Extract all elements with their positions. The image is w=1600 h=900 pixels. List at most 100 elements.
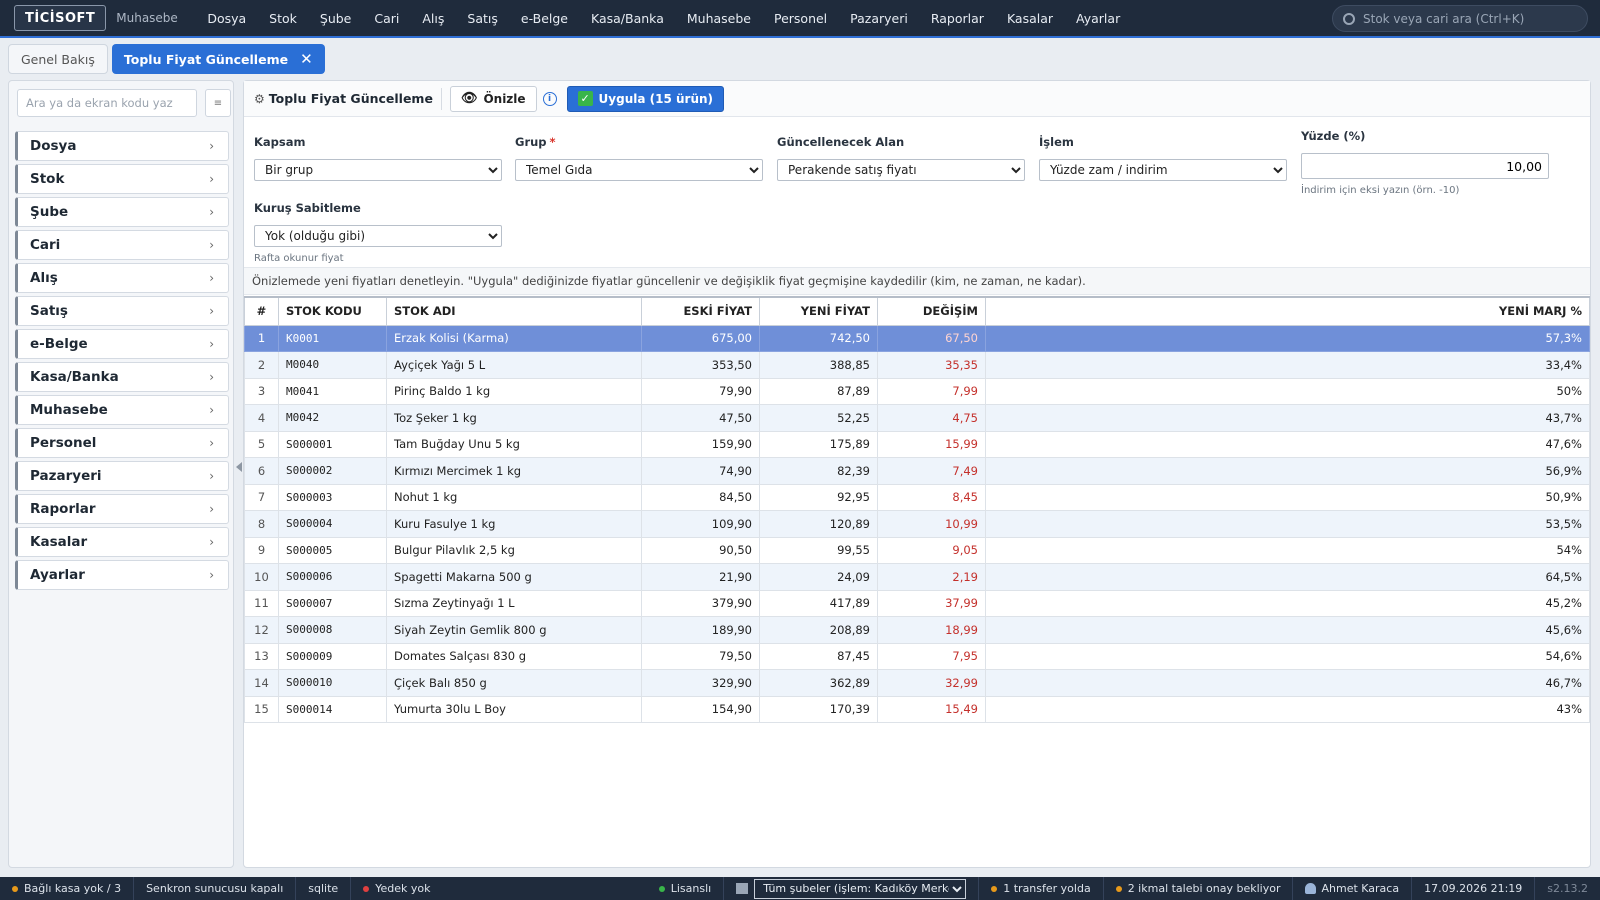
sidebar-search-input[interactable] — [17, 89, 197, 117]
operation-select[interactable]: Yüzde zam / indirim — [1039, 159, 1287, 181]
table-row[interactable]: 8 S000004 Kuru Fasulye 1 kg 109,90 120,89 10,… — [244, 510, 1590, 538]
top-nav-item[interactable]: Raporlar — [930, 10, 984, 26]
transfer-status[interactable]: 1 transfer yolda — [979, 877, 1104, 900]
close-icon[interactable]: ✕ — [300, 50, 313, 68]
user-status[interactable]: Ahmet Karaca — [1293, 877, 1413, 900]
branch-select[interactable]: Tüm şubeler (işlem: Kadıköy Merkez) — [754, 878, 967, 899]
scope-select[interactable]: Bir grup — [254, 159, 502, 181]
target-field-select[interactable]: Perakende satış fiyatı — [777, 159, 1025, 181]
rounding-select[interactable]: Yok (olduğu gibi) — [254, 225, 502, 247]
sidebar-item[interactable]: Alış › — [15, 263, 229, 293]
new-margin-cell: 50% — [985, 377, 1590, 405]
tab-overview[interactable]: Genel Bakış — [8, 44, 108, 74]
sidebar-item[interactable]: Pazaryeri › — [15, 461, 229, 491]
top-nav-item[interactable]: Alış — [422, 10, 445, 26]
table-row[interactable]: 2 M0040 Ayçiçek Yağı 5 L 353,50 388,85 35,35 3… — [244, 351, 1590, 379]
sidebar-menu: Dosya › Stok › Şube › Cari › Alış › Satış › e-Belge ›… — [15, 131, 229, 593]
table-row[interactable]: 15 S000014 Yumurta 30lu L Boy 154,90 170,39 1… — [244, 695, 1590, 723]
table-row[interactable]: 9 S000005 Bulgur Pilavlık 2,5 kg 90,50 99,55… — [244, 536, 1590, 564]
sidebar-item[interactable]: Dosya › — [15, 131, 229, 161]
price-tag-icon: ⚙ — [254, 91, 265, 106]
db-status: sqlite — [296, 877, 352, 900]
table-row[interactable]: 5 S000001 Tam Buğday Unu 5 kg 159,90 175,89 1… — [244, 430, 1590, 458]
sidebar-item[interactable]: Şube › — [15, 197, 229, 227]
column-header[interactable]: # — [244, 296, 279, 326]
sidebar-collapse-icon[interactable] — [236, 462, 242, 472]
table-row[interactable]: 6 S000002 Kırmızı Mercimek 1 kg 74,90 82,39 7… — [244, 457, 1590, 485]
row-index-cell: 2 — [244, 351, 279, 379]
tab-overview-label: Genel Bakış — [21, 51, 95, 67]
top-nav-item[interactable]: Şube — [319, 10, 352, 26]
sidebar-item[interactable]: Kasalar › — [15, 527, 229, 557]
new-margin-cell: 47,6% — [985, 430, 1590, 458]
table-row[interactable]: 12 S000008 Siyah Zeytin Gemlik 800 g 189,90… — [244, 616, 1590, 644]
top-nav-item[interactable]: Personel — [773, 10, 828, 26]
stock-name-cell: Siyah Zeytin Gemlik 800 g — [386, 616, 642, 644]
apply-button[interactable]: ✓ Uygula (15 ürün) — [566, 85, 725, 112]
sidebar-item[interactable]: Kasa/Banka › — [15, 362, 229, 392]
chevron-right-icon: › — [209, 172, 214, 186]
sidebar-item[interactable]: Ayarlar › — [15, 560, 229, 590]
price-change-cell: 4,75 — [877, 404, 986, 432]
preview-button[interactable]: 👁 Önizle — [449, 85, 537, 112]
requests-status[interactable]: 2 ikmal talebi onay bekliyor — [1104, 877, 1294, 900]
sidebar-item[interactable]: Muhasebe › — [15, 395, 229, 425]
sidebar-item[interactable]: e-Belge › — [15, 329, 229, 359]
column-header[interactable]: STOK ADI — [386, 296, 642, 326]
version-status: s2.13.2 — [1535, 877, 1600, 900]
new-price-cell: 24,09 — [759, 563, 878, 591]
top-nav-item[interactable]: Pazaryeri — [850, 10, 908, 26]
percent-hint: İndirim için eksi yazın (örn. -10) — [1301, 185, 1460, 196]
top-nav-item[interactable]: Muhasebe — [686, 10, 751, 26]
global-search[interactable] — [1332, 5, 1588, 32]
top-nav-item[interactable]: Satış — [467, 10, 498, 26]
new-margin-cell: 43% — [985, 695, 1590, 723]
sidebar-item[interactable]: Personel › — [15, 428, 229, 458]
menu-list-icon[interactable]: ≡ — [205, 89, 231, 117]
table-row[interactable]: 13 S000009 Domates Salçası 830 g 79,50 87,45… — [244, 642, 1590, 670]
table-row[interactable]: 11 S000007 Sızma Zeytinyağı 1 L 379,90 417,8… — [244, 589, 1590, 617]
stock-code-cell: K0001 — [278, 324, 387, 352]
chevron-right-icon: › — [209, 403, 214, 417]
top-nav-item[interactable]: Dosya — [207, 10, 247, 26]
sidebar-item[interactable]: Stok › — [15, 164, 229, 194]
column-header[interactable]: DEĞİŞİM — [877, 296, 986, 326]
new-price-cell: 175,89 — [759, 430, 878, 458]
chevron-right-icon: › — [209, 271, 214, 285]
scope-field: Kapsam Bir grup — [254, 135, 502, 181]
top-nav-item[interactable]: Kasa/Banka — [591, 10, 664, 26]
column-header[interactable]: ESKİ FİYAT — [641, 296, 760, 326]
column-header[interactable]: STOK KODU — [278, 296, 387, 326]
sidebar-item[interactable]: Satış › — [15, 296, 229, 326]
info-icon[interactable]: i — [542, 91, 557, 106]
tab-bulk-price-update[interactable]: Toplu Fiyat Güncelleme ✕ — [111, 44, 325, 74]
column-header[interactable]: YENİ MARJ % — [985, 296, 1590, 326]
price-change-cell: 67,50 — [877, 324, 986, 352]
top-nav-item[interactable]: Cari — [374, 10, 400, 26]
sidebar-item[interactable]: Raporlar › — [15, 494, 229, 524]
table-row[interactable]: 4 M0042 Toz Şeker 1 kg 47,50 52,25 4,75 43,7% — [244, 404, 1590, 432]
group-select[interactable]: Temel Gıda — [515, 159, 763, 181]
table-row[interactable]: 14 S000010 Çiçek Balı 850 g 329,90 362,89 32,… — [244, 669, 1590, 697]
row-index-cell: 4 — [244, 404, 279, 432]
chevron-right-icon: › — [209, 535, 214, 549]
stock-name-cell: Ayçiçek Yağı 5 L — [386, 351, 642, 379]
sidebar-item[interactable]: Cari › — [15, 230, 229, 260]
top-nav-item[interactable]: e-Belge — [520, 10, 568, 26]
checkmark-icon: ✓ — [577, 91, 593, 106]
stock-name-cell: Tam Buğday Unu 5 kg — [386, 430, 642, 458]
table-row[interactable]: 1 K0001 Erzak Kolisi (Karma) 675,00 742,50 67… — [244, 324, 1590, 352]
top-nav-item[interactable]: Stok — [269, 10, 297, 26]
table-row[interactable]: 7 S000003 Nohut 1 kg 84,50 92,95 8,45 50,9% — [244, 483, 1590, 511]
top-nav-item[interactable]: Kasalar — [1006, 10, 1054, 26]
top-nav-item[interactable]: Ayarlar — [1076, 10, 1121, 26]
table-row[interactable]: 3 M0041 Pirinç Baldo 1 kg 79,90 87,89 7,99 50% — [244, 377, 1590, 405]
old-price-cell: 675,00 — [641, 324, 760, 352]
ok-dot-icon — [658, 885, 665, 892]
table-row[interactable]: 10 S000006 Spagetti Makarna 500 g 21,90 24,0… — [244, 563, 1590, 591]
percent-input[interactable] — [1301, 153, 1549, 179]
global-search-input[interactable] — [1363, 11, 1573, 26]
stock-code-cell: M0042 — [278, 404, 387, 432]
column-header[interactable]: YENİ FİYAT — [759, 296, 878, 326]
app-logo[interactable]: TİCİSOFT — [14, 5, 107, 31]
